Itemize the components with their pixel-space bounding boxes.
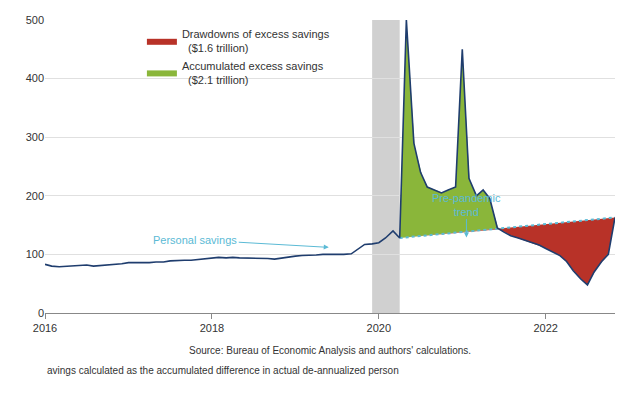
svg-text:400: 400: [26, 72, 44, 84]
svg-text:2022: 2022: [533, 322, 557, 334]
svg-text:200: 200: [26, 190, 44, 202]
svg-text:100: 100: [26, 248, 44, 260]
svg-text:avings calculated as the accum: avings calculated as the accumulated dif…: [47, 365, 399, 376]
svg-text:Accumulated excess savings ($: Accumulated excess savings ($2.1 trillio…: [182, 60, 324, 86]
svg-text:2018: 2018: [200, 322, 224, 334]
svg-text:2016: 2016: [33, 322, 57, 334]
svg-text:2020: 2020: [367, 322, 391, 334]
svg-text:0: 0: [38, 307, 44, 319]
svg-text:Pre-pandemictrend: Pre-pandemictrend: [432, 192, 501, 218]
svg-text:500: 500: [26, 14, 44, 26]
svg-text:Source: Bureau of Economic Ana: Source: Bureau of Economic Analysis and …: [189, 345, 471, 356]
svg-text:Personal savings: Personal savings: [153, 234, 237, 246]
svg-text:300: 300: [26, 131, 44, 143]
svg-text:Drawdowns of excess savings (: Drawdowns of excess savings ($1.6 trilli…: [182, 28, 330, 54]
